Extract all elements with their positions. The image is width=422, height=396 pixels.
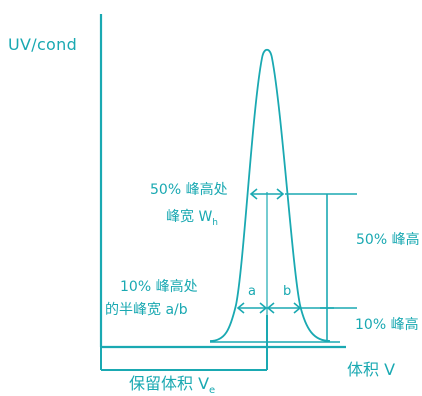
retention-volume-label: 保留体积 Ve (129, 376, 215, 396)
width50-label-line2: 峰宽 Wh (166, 210, 218, 228)
width10-label-line2: 的半峰宽 a/b (105, 302, 188, 318)
retention-volume-text: 保留体积 V (129, 374, 210, 393)
b-label: b (283, 284, 292, 299)
width50-arrowhead-right (276, 188, 285, 200)
x-axis-title: 体积 V (347, 360, 396, 379)
b-arrowhead-right (293, 302, 302, 314)
width50-arrowhead-left (249, 188, 258, 200)
width50-label-line1: 50% 峰高处 (150, 182, 228, 198)
a-arrowhead-left (236, 302, 245, 314)
width50-subscript: h (212, 218, 219, 228)
peak-curve (209, 48, 331, 342)
width10-label-line1: 10% 峰高处 (120, 279, 198, 295)
retention-volume-subscript: e (209, 385, 216, 396)
width50-text: 峰宽 W (166, 209, 213, 225)
height10-label: 10% 峰高 (355, 317, 419, 333)
b-arrowhead-left (266, 302, 275, 314)
height50-label: 50% 峰高 (356, 232, 420, 248)
y-axis-title: UV/cond (8, 35, 78, 54)
a-label: a (248, 284, 256, 299)
a-arrowhead-right (259, 302, 268, 314)
